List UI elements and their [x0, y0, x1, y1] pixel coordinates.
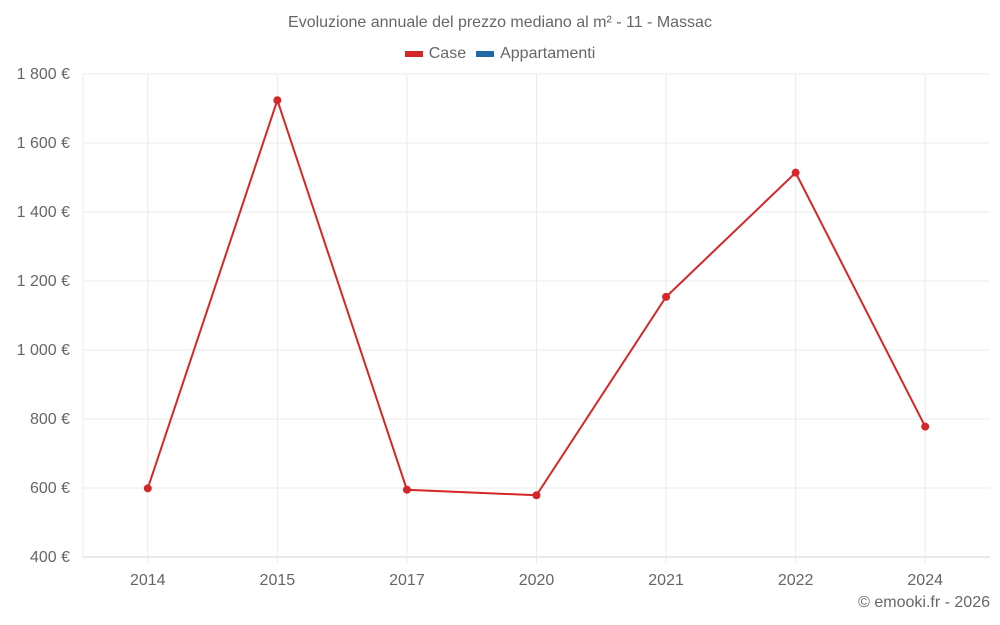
legend-label-appartamenti: Appartamenti — [500, 45, 596, 62]
y-tick-label: 1 600 € — [17, 135, 70, 152]
credit: © emooki.fr - 2026 — [858, 594, 990, 611]
x-tick-label: 2021 — [648, 572, 684, 589]
legend-item-case[interactable]: Case — [404, 45, 467, 63]
data-point[interactable] — [791, 168, 800, 177]
data-point[interactable] — [402, 485, 411, 494]
y-tick-label: 1 800 € — [17, 66, 70, 83]
y-tick-label: 1 000 € — [17, 342, 70, 359]
y-tick-label: 600 € — [30, 480, 70, 497]
x-tick-label: 2024 — [907, 572, 943, 589]
x-tick-label: 2015 — [260, 572, 296, 589]
data-point[interactable] — [143, 484, 152, 493]
x-tick-label: 2020 — [519, 572, 555, 589]
y-tick-label: 400 € — [30, 549, 70, 566]
data-point[interactable] — [273, 96, 282, 105]
legend-item-appartamenti[interactable]: Appartamenti — [476, 45, 595, 63]
x-tick-label: 2022 — [778, 572, 814, 589]
data-point[interactable] — [532, 491, 541, 500]
legend-label-case: Case — [428, 45, 467, 62]
data-point[interactable] — [921, 422, 930, 431]
x-tick-label: 2014 — [130, 572, 166, 589]
legend: Case Appartamenti — [0, 45, 1000, 63]
appartamenti-swatch-icon — [476, 51, 495, 57]
y-tick-label: 1 200 € — [17, 273, 70, 290]
y-tick-label: 800 € — [30, 411, 70, 428]
case-swatch-icon — [404, 51, 423, 57]
x-tick-label: 2017 — [389, 572, 425, 589]
y-tick-label: 1 400 € — [17, 204, 70, 221]
chart-title: Evoluzione annuale del prezzo mediano al… — [288, 14, 712, 31]
data-point[interactable] — [662, 292, 671, 301]
